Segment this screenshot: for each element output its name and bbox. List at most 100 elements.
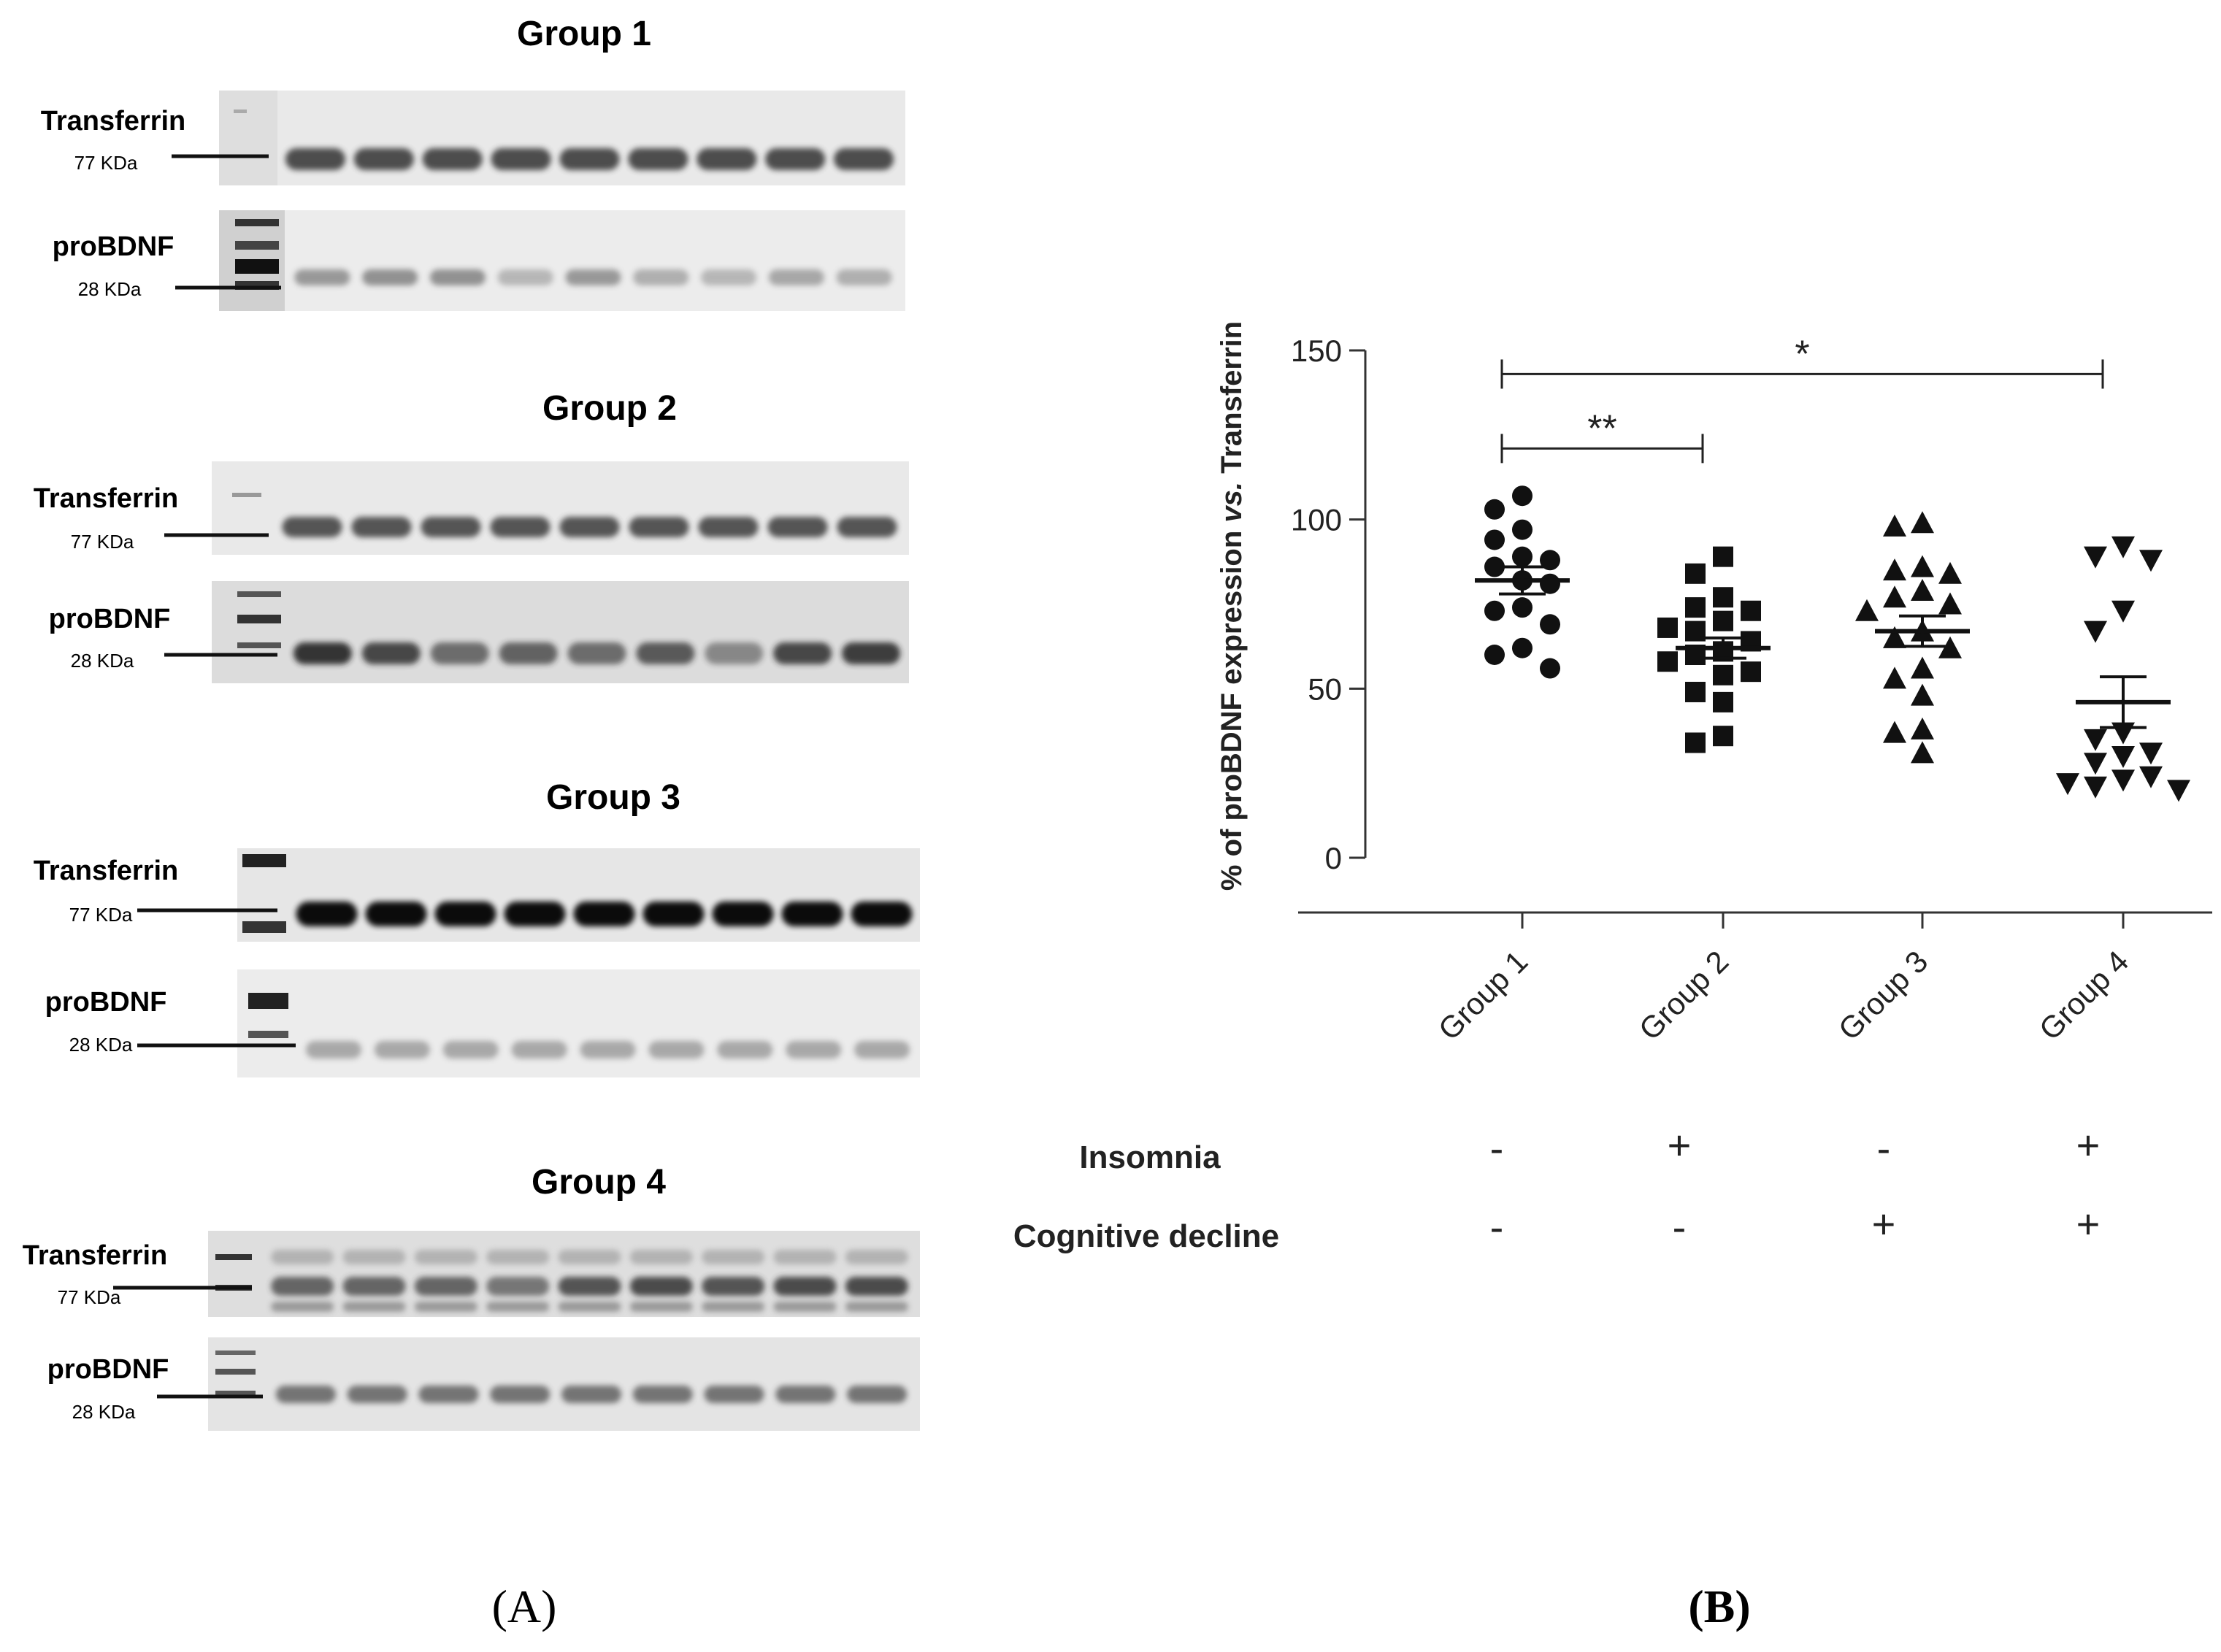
data-point	[2084, 776, 2107, 799]
y-tick-label: 150	[1291, 334, 1342, 368]
data-point	[1911, 578, 1934, 601]
data-point	[1713, 726, 1733, 747]
data-point	[1484, 645, 1505, 665]
data-point	[1540, 614, 1560, 635]
data-point	[1911, 555, 1934, 577]
data-point	[1713, 691, 1733, 712]
blot-band	[422, 148, 483, 170]
data-point	[1685, 681, 1706, 702]
condition-sign: +	[1668, 1122, 1692, 1168]
blot-band	[342, 1250, 406, 1264]
data-point	[1911, 683, 1934, 706]
group-1-transferrin-label: Transferrin	[41, 106, 186, 137]
blot-band	[854, 1041, 910, 1059]
blot-band	[567, 642, 626, 664]
blot-band	[434, 902, 496, 926]
blot-band	[365, 902, 427, 926]
blot-band	[565, 269, 621, 285]
data-point	[1911, 619, 1934, 642]
data-point	[1540, 658, 1560, 679]
y-axis-label: % of proBDNF expression vs. Transferrin	[1216, 321, 1248, 891]
blot-band	[414, 1250, 477, 1264]
blot-band	[561, 1386, 621, 1403]
mean-sem-bars	[1475, 565, 2171, 729]
data-point	[1713, 587, 1733, 608]
blot-band	[701, 269, 757, 285]
blot-band	[845, 1302, 908, 1312]
group-3-probdnf-mw: 28 KDa	[69, 1034, 133, 1056]
blot-band	[491, 148, 551, 170]
group-2-probdnf-label: proBDNF	[49, 604, 171, 634]
blot-band	[648, 1041, 705, 1059]
significance-brackets: ***	[1500, 333, 2104, 464]
data-point	[1484, 556, 1505, 577]
blot-band	[347, 1386, 407, 1403]
blot-band	[490, 517, 551, 537]
data-point	[1938, 592, 1962, 615]
condition-sign: -	[1673, 1204, 1687, 1250]
blot-band	[765, 148, 826, 170]
blot-band	[305, 1041, 361, 1059]
data-point	[1883, 585, 1906, 608]
blot-band	[342, 1302, 406, 1312]
blot-band	[429, 269, 486, 285]
data-point	[1911, 741, 1934, 764]
blot-band	[636, 642, 695, 664]
blot-band	[511, 1041, 567, 1059]
blot-band	[486, 1250, 550, 1264]
data-point	[1741, 631, 1761, 652]
data-point	[1911, 717, 1934, 739]
group-4-transferrin-mw: 77 KDa	[58, 1286, 121, 1308]
group-1-probdnf-label: proBDNF	[53, 231, 174, 262]
blot-band	[421, 517, 481, 537]
blot-band	[414, 1277, 477, 1296]
blot-band	[559, 148, 620, 170]
blot-band	[490, 1386, 551, 1403]
data-point	[1512, 485, 1533, 507]
blot-band	[499, 642, 558, 664]
blot-band	[773, 1302, 837, 1312]
data-point	[1657, 651, 1678, 672]
data-point	[1883, 558, 1906, 581]
data-point	[1713, 641, 1733, 662]
blot-band	[271, 1250, 334, 1264]
data-point	[1512, 637, 1533, 658]
data-point	[1713, 610, 1733, 631]
blot-band	[558, 1250, 621, 1264]
blot-band	[702, 1302, 765, 1312]
x-tick-label: Group 3	[1832, 944, 1935, 1047]
blot-band	[836, 269, 892, 285]
blot-band	[633, 269, 689, 285]
data-point	[1685, 597, 1706, 618]
blot-band	[418, 1386, 479, 1403]
data-point	[1512, 519, 1533, 540]
condition-sign: -	[1490, 1125, 1504, 1171]
blot-band	[486, 1302, 550, 1312]
blot-band	[414, 1302, 477, 1312]
data-point	[2139, 766, 2163, 788]
data-point	[2111, 722, 2135, 745]
x-tick-label: Group 4	[2033, 944, 2136, 1047]
data-point	[1512, 597, 1533, 618]
blot-band	[834, 148, 894, 170]
blot-band	[847, 1386, 908, 1403]
data-point	[1512, 546, 1533, 567]
blot-band	[486, 1277, 550, 1296]
data-point	[2111, 536, 2135, 558]
blot-band	[632, 1386, 693, 1403]
blot-band	[293, 642, 352, 664]
blot-band	[642, 902, 705, 926]
data-point	[2167, 780, 2190, 802]
condition-table: Insomnia - + - + Cognitive decline - - + +	[1013, 1122, 2101, 1254]
blot-band	[629, 1250, 693, 1264]
blot-band	[837, 517, 897, 537]
blot-band	[629, 517, 689, 537]
blot-band	[374, 1041, 430, 1059]
blot-band	[296, 902, 358, 926]
group-4-probdnf-mw: 28 KDa	[72, 1401, 136, 1423]
panel-b-label: (B)	[1688, 1580, 1750, 1632]
group-2-probdnf-mw: 28 KDa	[71, 650, 134, 672]
group-1-blot-title: Group 1	[517, 15, 651, 53]
blot-band	[628, 148, 688, 170]
